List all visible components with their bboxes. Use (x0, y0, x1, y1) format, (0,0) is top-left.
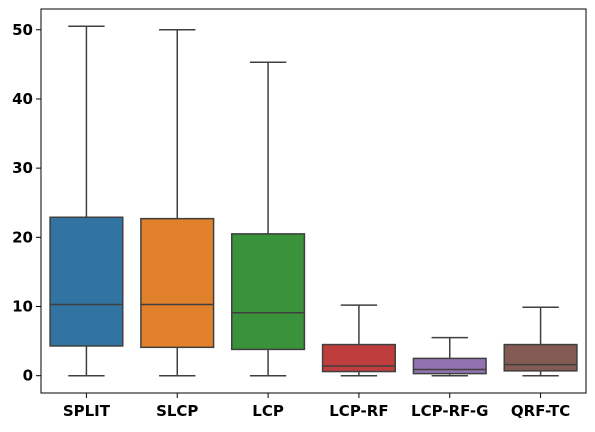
x-tick-label: QRF-TC (511, 402, 570, 420)
x-axis: SPLIT SLCP LCP LCP-RF LCP-RF-G QRF-TC (63, 393, 570, 420)
box-qrf-tc (503, 306, 578, 377)
x-tick-label: LCP-RF (329, 402, 388, 420)
x-tick-label: LCP (252, 402, 284, 420)
y-tick-label: 50 (12, 21, 33, 39)
iqr-box (231, 233, 306, 351)
box-series (49, 25, 578, 377)
box-lcp-rf-g (412, 336, 487, 377)
y-tick-label: 10 (12, 298, 33, 316)
box-lcp-rf (321, 304, 397, 377)
y-tick-label: 0 (23, 367, 33, 385)
iqr-box (321, 343, 397, 373)
box-lcp (231, 61, 306, 377)
y-axis: 0 10 20 30 40 50 (12, 21, 41, 385)
x-tick-label: LCP-RF-G (411, 402, 488, 420)
y-tick-label: 40 (12, 90, 33, 108)
plot-frame (40, 8, 587, 394)
y-tick-label: 30 (12, 159, 33, 177)
box-slcp (140, 29, 215, 377)
iqr-box (503, 343, 578, 372)
iqr-box (49, 216, 124, 347)
x-tick-label: SLCP (156, 402, 198, 420)
iqr-box (412, 357, 487, 375)
iqr-box (140, 217, 215, 349)
x-tick-label: SPLIT (63, 402, 111, 420)
y-tick-label: 20 (12, 228, 33, 246)
box-split (49, 25, 124, 377)
